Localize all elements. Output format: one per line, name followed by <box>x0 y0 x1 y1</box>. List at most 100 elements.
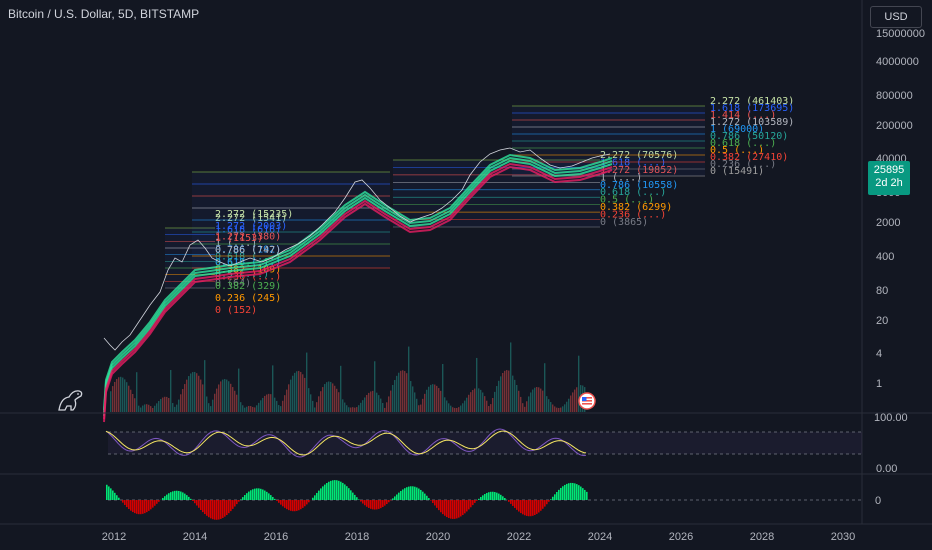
fib-level-label: 1 (...) <box>215 238 257 249</box>
volume-bar <box>342 399 344 412</box>
volume-bar <box>156 403 158 412</box>
macd-bar <box>416 487 418 500</box>
macd-bar <box>412 486 414 500</box>
macd-bar <box>424 493 426 500</box>
volume-bar <box>512 375 514 412</box>
macd-bar <box>560 487 562 500</box>
volume-bar <box>572 392 574 412</box>
fib-set-cycle-2024[interactable]: 2.272 (461403)1.618 (173695)1.414 (...)1… <box>512 96 794 177</box>
volume-bar <box>574 389 576 412</box>
volume-bar <box>268 393 270 412</box>
volume-bar <box>204 360 206 412</box>
macd-bar <box>384 500 386 506</box>
macd-bar <box>570 482 572 500</box>
volume-bar <box>386 402 388 412</box>
macd-bar <box>514 500 516 508</box>
volume-bar <box>230 383 232 412</box>
macd-bar <box>280 500 282 505</box>
rsi-axis: 100.00 0.00 0 <box>874 412 908 507</box>
volume-bar <box>522 403 524 412</box>
macd-bar <box>248 491 250 500</box>
volume-bar <box>446 400 448 412</box>
volume-bar <box>168 397 170 412</box>
macd-bar <box>542 500 544 509</box>
macd-bar <box>394 496 396 500</box>
volume-bar <box>292 375 294 412</box>
volume-bar <box>534 387 536 412</box>
macd-bar <box>470 500 472 508</box>
currency-button[interactable]: USD <box>870 6 922 28</box>
macd-bar <box>236 500 238 505</box>
macd-bar <box>382 500 384 507</box>
macd-bar <box>414 486 416 500</box>
macd-bar <box>402 489 404 500</box>
volume-bar <box>162 397 164 412</box>
volume-bar <box>416 398 418 412</box>
volume-bar <box>240 402 242 412</box>
volume-bar <box>216 388 218 412</box>
volume-bar <box>450 405 452 412</box>
volume-bar <box>158 401 160 412</box>
volume-bar <box>464 400 466 412</box>
volume-bar <box>430 384 432 412</box>
volume-bar <box>452 407 454 412</box>
volume-bar <box>310 394 312 412</box>
volume-bar <box>344 402 346 412</box>
volume-bar <box>170 370 172 412</box>
macd-bar <box>366 500 368 507</box>
volume-bar <box>422 398 424 412</box>
volume-bar <box>128 385 130 412</box>
macd-bar <box>460 500 462 517</box>
volume-bar <box>520 396 522 412</box>
fib-level-label: 0.5 (...) <box>600 195 654 206</box>
volume-bar <box>514 379 516 412</box>
macd-bar <box>450 500 452 519</box>
macd-bar <box>348 488 350 500</box>
macd-bar <box>134 500 136 514</box>
volume-bar <box>418 405 420 412</box>
volume-bar <box>232 387 234 412</box>
price-axis[interactable]: 1500000040000008000002000004000080002000… <box>876 28 925 390</box>
volume-bar <box>326 382 328 412</box>
macd-bar <box>158 500 160 502</box>
volume-bar <box>280 406 282 412</box>
macd-bar <box>308 500 310 503</box>
macd-bar <box>568 483 570 500</box>
volume-bar <box>378 395 380 412</box>
price-tick-label: 800000 <box>876 90 913 102</box>
volume-bar <box>242 405 244 412</box>
volume-bar <box>480 389 482 412</box>
macd-bar <box>386 500 388 505</box>
macd-bar <box>476 500 478 501</box>
fib-levels: 2.272 (1541)1.618 (616)1.272 (380)1 (...… <box>165 96 794 316</box>
us-flag-icon[interactable] <box>578 392 596 410</box>
volume-bar <box>474 388 476 412</box>
time-tick-label: 2016 <box>264 531 288 543</box>
volume-bar <box>114 381 116 412</box>
macd-bar <box>488 492 490 500</box>
volume-bar <box>238 368 240 412</box>
macd-bar <box>322 486 324 500</box>
volume-bar <box>296 371 298 412</box>
price-line <box>103 147 611 351</box>
fib-set-cycle-2017[interactable]: 2.272 (15235)1.272 (2003)1 (1153)0.786 (… <box>192 171 390 316</box>
volume-bar <box>508 370 510 412</box>
macd-bar <box>448 500 450 519</box>
macd-bar <box>524 500 526 516</box>
fib-level-label: 0.236 (...) <box>215 271 281 282</box>
macd-bar <box>204 500 206 515</box>
fib-level-label: 0.786 (10558) <box>600 180 678 191</box>
fib-level-label: 0.618 (...) <box>710 138 776 149</box>
volume-bar <box>236 394 238 412</box>
macd-bar <box>208 500 210 518</box>
macd-bar <box>534 500 536 516</box>
volume-bar <box>276 400 278 412</box>
macd-bar <box>144 500 146 514</box>
macd-bar <box>586 491 588 500</box>
macd-bar <box>456 500 458 519</box>
macd-bar <box>168 493 170 500</box>
time-axis[interactable]: 2012 2014 2016 2018 2020 2022 2024 2026 2028 2030 <box>102 531 855 543</box>
volume-bar <box>286 389 288 412</box>
volume-bar <box>356 407 358 412</box>
